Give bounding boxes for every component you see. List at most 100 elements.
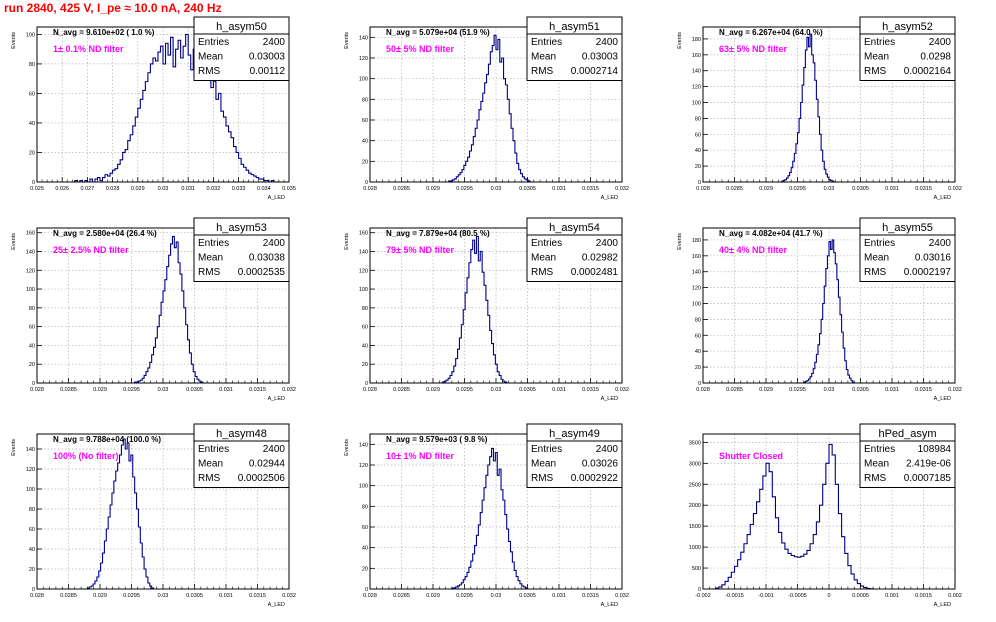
- stat-value: 0.03003: [582, 52, 619, 63]
- x-tick-label: 0.0285: [60, 387, 77, 393]
- y-tick-label: 0: [32, 381, 35, 387]
- x-tick-label: 0.031: [219, 593, 233, 599]
- y-tick-label: 20: [29, 150, 35, 156]
- histogram-panel: 0.028 0.0285 0.029 0.0295 0.03 0.0305 0.031 0.0…: [344, 423, 629, 608]
- stats-box: [526, 423, 623, 488]
- navg-annotation: N_avg = 4.082e+04 (41.7 %): [719, 229, 823, 238]
- histogram-panel: 0.028 0.0285 0.029 0.0295 0.03 0.0305 0.031 0.0…: [677, 217, 962, 402]
- x-tick-label: 0: [827, 593, 830, 599]
- x-tick-label: 0.0305: [852, 186, 869, 192]
- stat-value: 0.0002535: [238, 267, 286, 278]
- x-tick-label: 0.031: [181, 186, 195, 192]
- histogram-name: hPed_asym: [878, 428, 936, 440]
- filter-label: 79± 5% ND filter: [386, 245, 454, 255]
- x-tick-label: 0.035: [282, 186, 296, 192]
- stat-label: RMS: [198, 473, 221, 484]
- stat-label: RMS: [864, 66, 887, 77]
- stat-label: Mean: [198, 253, 223, 264]
- x-tick-label: 0.03: [491, 186, 502, 192]
- y-tick-label: 40: [362, 546, 368, 552]
- filter-label: 25± 2.5% ND filter: [53, 245, 129, 255]
- y-axis-title: Events: [11, 439, 17, 456]
- y-tick-label: 0: [698, 180, 701, 186]
- x-tick-label: 0.0315: [249, 387, 266, 393]
- navg-annotation: N_avg = 6.267e+04 (64.0 %): [719, 28, 823, 37]
- x-tick-label: 0.0285: [393, 186, 410, 192]
- y-tick-label: 120: [26, 268, 35, 274]
- histogram-panel: 0.028 0.0285 0.029 0.0295 0.03 0.0305 0.031 0.0…: [344, 16, 629, 201]
- y-tick-label: 160: [359, 231, 368, 237]
- filter-label: 63± 5% ND filter: [719, 44, 787, 54]
- x-tick-label: 0.033: [232, 186, 246, 192]
- stats-box: [859, 16, 956, 81]
- stat-label: RMS: [531, 267, 554, 278]
- y-tick-label: 80: [695, 317, 701, 323]
- x-tick-label: 0.031: [552, 593, 566, 599]
- stat-value: 2400: [929, 238, 952, 249]
- x-tick-label: 0.0315: [249, 593, 266, 599]
- x-tick-label: 0.03: [158, 186, 169, 192]
- y-tick-label: 180: [692, 37, 701, 43]
- y-tick-label: 0: [32, 180, 35, 186]
- y-tick-label: 20: [695, 365, 701, 371]
- stat-value: 2400: [929, 37, 952, 48]
- y-axis-title: Events: [677, 32, 683, 49]
- x-tick-label: -0.002: [695, 593, 711, 599]
- histogram-name: h_asym50: [216, 21, 267, 33]
- stat-label: Mean: [198, 459, 223, 470]
- stat-value: 0.03026: [582, 459, 619, 470]
- navg-annotation: N_avg = 9.788e+04 (100.0 %): [53, 435, 161, 444]
- y-tick-label: 0: [365, 381, 368, 387]
- y-tick-label: 40: [362, 343, 368, 349]
- x-tick-label: 0.03: [158, 593, 169, 599]
- stat-value: 0.0002506: [238, 473, 286, 484]
- x-tick-label: 0.032: [615, 387, 629, 393]
- run-title: run 2840, 425 V, I_pe ≈ 10.0 nA, 240 Hz: [4, 1, 222, 15]
- x-axis-title: A_LED: [934, 396, 951, 402]
- stats-box: [193, 16, 290, 81]
- y-tick-label: 180: [692, 238, 701, 244]
- stats-box: [859, 217, 956, 282]
- y-tick-label: 120: [26, 467, 35, 473]
- y-tick-label: 0: [365, 180, 368, 186]
- stat-label: RMS: [198, 66, 221, 77]
- x-tick-label: 0.0285: [60, 593, 77, 599]
- histogram-name: h_asym55: [882, 222, 933, 234]
- filter-label: 50± 5% ND filter: [386, 44, 454, 54]
- stat-label: RMS: [864, 267, 887, 278]
- stat-value: 108984: [918, 444, 952, 455]
- histogram-panel: 0.028 0.0285 0.029 0.0295 0.03 0.0305 0.031 0.0…: [11, 217, 296, 402]
- x-tick-label: 0.03: [491, 387, 502, 393]
- histogram-outline: [448, 34, 531, 182]
- y-tick-label: 40: [29, 547, 35, 553]
- y-axis-title: Events: [11, 233, 17, 250]
- x-tick-label: 0.032: [282, 593, 296, 599]
- filter-label: Shutter Closed: [719, 451, 783, 461]
- y-tick-label: 140: [692, 69, 701, 75]
- y-tick-label: 100: [359, 287, 368, 293]
- stat-value: 2400: [263, 37, 286, 48]
- stat-label: Entries: [198, 238, 229, 249]
- y-tick-label: 100: [359, 77, 368, 83]
- histogram-name: h_asym49: [549, 428, 600, 440]
- stat-label: Entries: [864, 238, 895, 249]
- histogram-panel: 0.025 0.026 0.027 0.028 0.029 0.03 0.031 0.032 0…: [11, 16, 296, 201]
- stat-label: RMS: [531, 66, 554, 77]
- stat-label: Entries: [531, 238, 562, 249]
- y-tick-label: 80: [362, 306, 368, 312]
- x-tick-label: 0.029: [426, 593, 440, 599]
- stat-label: RMS: [531, 473, 554, 484]
- x-tick-label: 0.0295: [123, 387, 140, 393]
- y-tick-label: 60: [362, 118, 368, 124]
- x-tick-label: 0.027: [81, 186, 95, 192]
- y-tick-label: 20: [362, 566, 368, 572]
- x-tick-label: 0.029: [426, 387, 440, 393]
- y-tick-label: 40: [29, 121, 35, 127]
- y-tick-label: 140: [359, 442, 368, 448]
- x-tick-label: 0.028: [696, 387, 710, 393]
- stat-value: 2400: [596, 238, 619, 249]
- x-tick-label: 0.001: [885, 593, 899, 599]
- x-tick-label: 0.0315: [582, 186, 599, 192]
- y-tick-label: 80: [362, 504, 368, 510]
- x-tick-label: 0.031: [885, 387, 899, 393]
